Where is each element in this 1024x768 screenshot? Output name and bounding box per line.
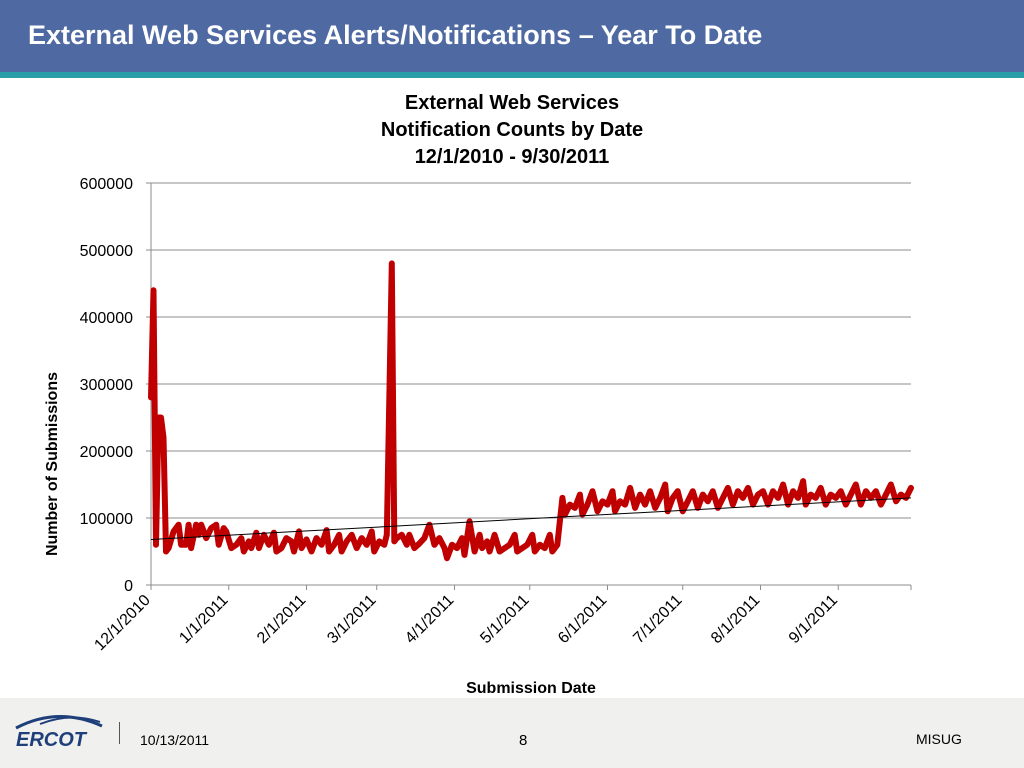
svg-text:ERCOT: ERCOT	[16, 729, 88, 751]
footer-date: 10/13/2011	[140, 732, 210, 748]
x-tick-label: 1/1/2011	[176, 592, 231, 647]
chart: External Web Services Notification Counts…	[44, 92, 914, 697]
y-tick-label: 400000	[80, 310, 133, 327]
slide-title: External Web Services Alerts/Notificatio…	[28, 20, 763, 50]
x-tick-label: 2/1/2011	[254, 592, 309, 647]
slide-footer: ERCOT 10/13/2011 8 MISUG	[0, 698, 1024, 768]
x-tick-label: 8/1/2011	[708, 592, 763, 647]
trendline	[150, 497, 912, 540]
slide-header	[0, 0, 1024, 76]
y-tick-label: 300000	[80, 377, 133, 394]
grid-lines	[151, 182, 911, 519]
y-tick-label: 100000	[80, 511, 133, 528]
chart-title: External Web Services Notification Counts…	[381, 92, 643, 168]
series-line	[148, 260, 914, 562]
chart-title-line: 12/1/2010 - 9/30/2011	[415, 146, 610, 168]
y-tick-label: 0	[124, 578, 133, 595]
page-number: 8	[519, 732, 528, 749]
x-tick-label: 4/1/2011	[402, 592, 457, 647]
header-accent-stripe	[0, 72, 1024, 78]
y-axis-label: Number of Submissions	[44, 372, 61, 556]
footer-divider	[119, 722, 120, 744]
trendline-line	[150, 497, 912, 540]
y-tick-label: 200000	[80, 444, 133, 461]
footer-org: MISUG	[916, 731, 962, 747]
x-tick-label: 5/1/2011	[477, 592, 532, 647]
ercot-logo: ERCOT	[10, 710, 110, 757]
x-axis-label: Submission Date	[466, 680, 596, 697]
y-tick-label: 500000	[80, 243, 133, 260]
y-tick-label: 600000	[80, 176, 133, 193]
chart-title-line: Notification Counts by Date	[381, 119, 643, 141]
series-polyline	[148, 260, 914, 562]
x-tick-label: 12/1/2010	[91, 592, 153, 654]
x-tick-label: 7/1/2011	[630, 592, 685, 647]
chart-title-line: External Web Services	[405, 92, 619, 114]
chart-axes: 0 100000 200000 300000 400000 500000 600000 12/…	[80, 176, 912, 654]
x-tick-label: 6/1/2011	[555, 592, 610, 647]
x-tick-label: 3/1/2011	[324, 592, 379, 647]
x-tick-label: 9/1/2011	[786, 592, 841, 647]
